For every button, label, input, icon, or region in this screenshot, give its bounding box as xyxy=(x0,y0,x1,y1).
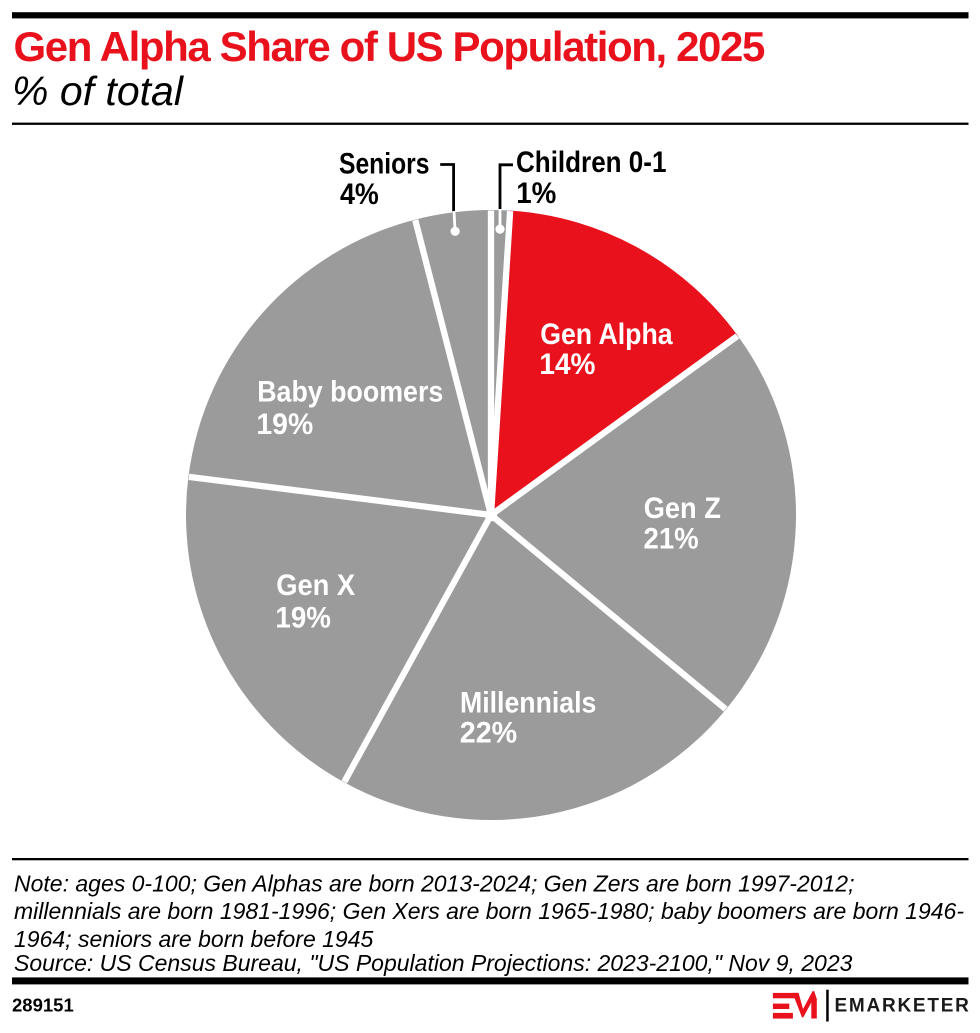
svg-text:Gen Alpha Share of US Populati: Gen Alpha Share of US Population, 2025 xyxy=(14,23,765,70)
svg-text:14%: 14% xyxy=(539,348,595,381)
svg-text:Note: ages 0-100; Gen Alphas a: Note: ages 0-100; Gen Alphas are born 20… xyxy=(14,871,854,897)
svg-text:millennials are born 1981-1996: millennials are born 1981-1996; Gen Xers… xyxy=(14,898,964,924)
svg-text:1964; seniors are born before: 1964; seniors are born before 1945 xyxy=(14,926,374,952)
svg-text:Gen Alpha: Gen Alpha xyxy=(540,318,673,352)
svg-text:Gen Z: Gen Z xyxy=(644,492,721,526)
svg-text:% of total: % of total xyxy=(12,68,185,114)
svg-text:Millennials: Millennials xyxy=(460,686,596,720)
svg-text:Gen X: Gen X xyxy=(276,569,355,602)
svg-text:21%: 21% xyxy=(644,522,699,555)
svg-text:Baby boomers: Baby boomers xyxy=(257,375,443,409)
svg-text:19%: 19% xyxy=(256,408,313,441)
svg-text:289151: 289151 xyxy=(12,995,74,1016)
svg-text:EMARKETER: EMARKETER xyxy=(835,996,971,1017)
svg-text:4%: 4% xyxy=(340,178,379,212)
svg-text:19%: 19% xyxy=(275,601,330,634)
svg-text:Seniors: Seniors xyxy=(339,146,429,180)
svg-text:Source: US Census Bureau, "US: Source: US Census Bureau, "US Population… xyxy=(14,950,853,976)
svg-text:22%: 22% xyxy=(460,716,517,750)
svg-text:Children 0-1: Children 0-1 xyxy=(516,145,666,178)
svg-text:1%: 1% xyxy=(516,177,556,210)
